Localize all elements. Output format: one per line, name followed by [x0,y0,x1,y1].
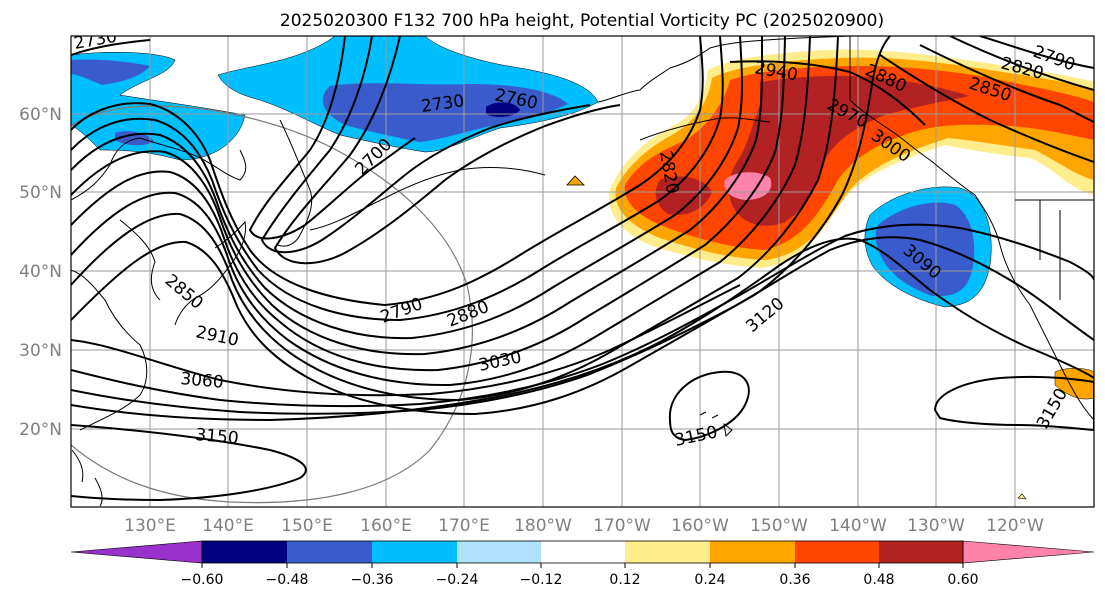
lat-label-30n: 30°N [19,341,62,361]
h-contour-3150-hawaii [668,370,750,442]
coast-aleutians [309,167,546,231]
pv-neg-med-west [71,59,150,85]
lon-label-130e: 130°E [124,516,176,536]
pv-pos-brown-east [728,75,970,226]
colorbar-tick-label: 0.24 [694,572,725,588]
h-contour-3120 [71,237,1094,422]
h-contour-2880 [71,36,764,356]
colorbar-segment-0 [70,540,203,564]
h-contour-2700 [248,36,416,240]
h-contour-3060 [71,223,1094,408]
lat-label-40n: 40°N [19,262,62,282]
colorbar-tick-label: −0.36 [351,572,394,588]
lat-label-60n: 60°N [19,105,62,125]
coast-kamchatka [277,119,313,247]
h-contour-3150-west [71,424,307,502]
h-contour-3150-east [933,375,1094,432]
lon-label-140w: 140°W [829,516,887,536]
h-contour-2880-ne [879,54,1094,163]
coast-hawaii [699,411,733,438]
pv-pos-yellow-dot [1017,493,1027,500]
colorbar-segment-2 [287,541,372,563]
colorbar-segment-8 [795,541,879,563]
h-contour-3000 [71,36,891,416]
map-title: 2025020300 F132 700 hPa height, Potentia… [280,11,884,31]
colorbar-frame [201,540,964,564]
colorbar-tick-label: 0.60 [947,572,978,588]
colorbar-segment-9 [879,541,963,563]
colorbar: −0.60 −0.48 −0.36 −0.24 −0.12 0.12 0.24 … [70,540,1095,588]
colorbar-segment-10 [962,540,1095,564]
pv-neg-med-north [322,83,568,142]
h-contour-2760 [273,36,621,265]
lat-label-20n: 20°N [19,420,62,440]
pv-pos-orange-small [566,175,585,186]
colorbar-tick-label: 0.36 [779,572,810,588]
colorbar-segment-3 [372,541,457,563]
h-contour-2820 [71,36,724,322]
colorbar-tick-label: −0.48 [266,572,309,588]
colorbar-tick-label: 0.12 [609,572,640,588]
h-contour-2730-west [71,39,151,56]
lon-label-160e: 160°E [360,516,412,536]
coast-alaska-peninsula [639,117,771,141]
lon-label-140e: 140°E [202,516,254,536]
colorbar-segment-4 [457,541,541,563]
colorbar-tick-label: −0.60 [181,572,224,588]
map-plot-area: 2730 2730 2760 2700 2940 2880 2850 2820 … [71,36,1094,507]
coast-canada-border [849,36,1094,300]
contour-label: 3060 [180,369,225,393]
h-contour-2790-ne [979,36,1094,69]
pv-neg-dark-north [486,102,520,118]
coast-asia-east [71,137,247,201]
lon-axis: 130°E 140°E 150°E 160°E 170°E 180°W 170°… [124,516,1044,536]
lon-label-170e: 170°E [438,516,490,536]
coast-philippines [71,449,103,507]
contour-label: 3150 [195,425,240,449]
h-contour-3030 [71,284,741,397]
pv-pos-orange-sw [1054,368,1094,400]
h-contour-2940-ne [729,60,926,126]
pv-pos-brown-east-2 [655,176,712,216]
colorbar-tick-label: −0.12 [520,572,563,588]
colorbar-tick-label: 0.48 [863,572,894,588]
h-contour-2820-ne [949,36,1094,91]
colorbar-segment-5 [541,541,625,563]
colorbar-segment-7 [710,541,795,563]
pv-shading [71,36,1094,500]
stereographic-outline [71,105,473,504]
lon-label-170w: 170°W [593,516,651,536]
colorbar-segment-1 [202,541,287,563]
colorbar-segment-6 [625,541,710,563]
lat-label-50n: 50°N [19,183,62,203]
colorbar-tick-label: −0.24 [436,572,479,588]
h-contour-3090 [71,236,1094,415]
h-contour-2850 [71,36,743,340]
map-frame [70,35,1095,508]
h-contour-2940 [71,36,811,387]
lon-label-120w: 120°W [986,516,1044,536]
coast-china [71,269,148,431]
height-contours [71,36,1094,502]
h-contour-2910 [71,36,786,372]
lon-label-160w: 160°W [671,516,729,536]
h-contour-2790 [71,36,704,307]
coast-asia-korea [119,219,161,301]
h-contour-2730 [260,36,591,254]
lon-label-130w: 130°W [907,516,965,536]
lat-axis: 60°N 50°N 40°N 30°N 20°N [19,105,62,440]
colorbar-ticks [201,563,964,568]
lon-label-150e: 150°E [281,516,333,536]
h-contour-2850-ne [919,44,1094,123]
coast-alaska [597,36,1094,421]
lon-label-180w: 180°W [514,516,572,536]
lon-label-150w: 150°W [750,516,808,536]
